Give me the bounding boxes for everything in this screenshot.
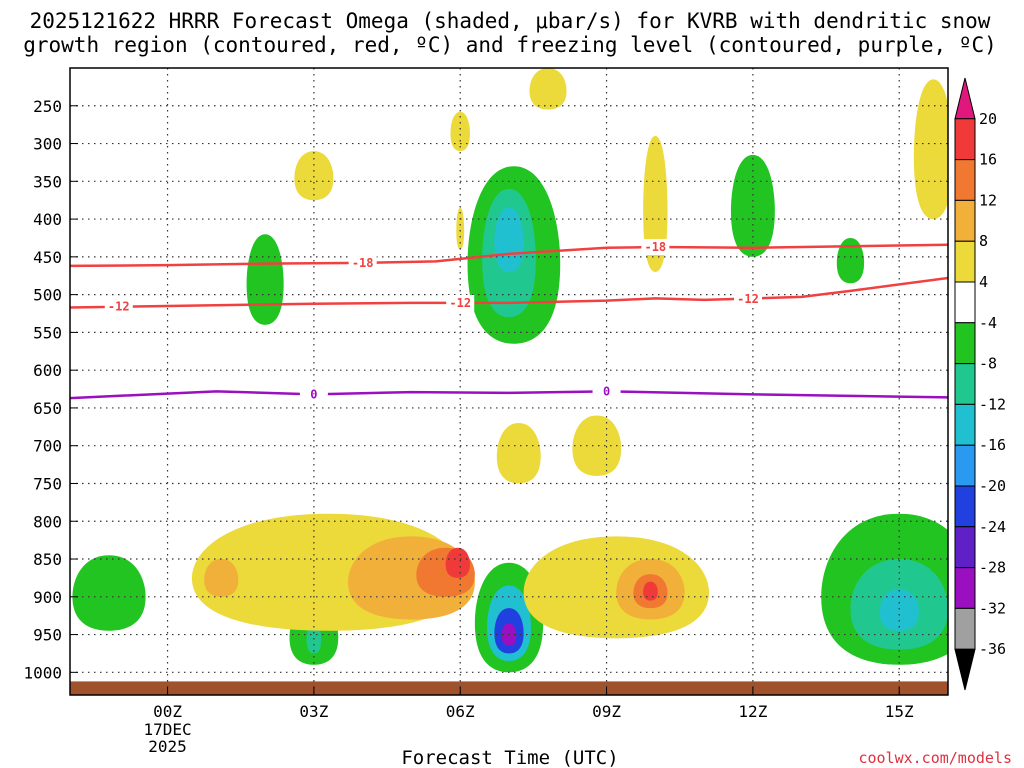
x-tick-label-15Z: 15Z [885, 702, 914, 721]
contour-label-4: -12 [737, 292, 759, 306]
y-tick-label-700: 700 [33, 437, 62, 456]
y-tick-label-300: 300 [33, 135, 62, 154]
plot-content: -18 -18 -12 -12 -12 0 0 [70, 68, 948, 695]
y-tick-label-400: 400 [33, 210, 62, 229]
colorbar-label-2: 12 [979, 191, 997, 209]
plot-area: -18 -18 -12 -12 -12 0 0 250 300 350 400 450 500 550 60… [23, 67, 949, 756]
contour-label-bg-6 [592, 383, 621, 400]
y-tick-label-450: 450 [33, 248, 62, 267]
colorbar-swatch-0 [954, 77, 976, 120]
upward-motion -4 area 14Z [836, 237, 865, 284]
colorbar-label-3: 8 [979, 232, 988, 250]
subsidence 4 area 08Z top [529, 68, 567, 110]
colorbar-swatch-8 [954, 403, 976, 446]
contour-label-3: -12 [449, 296, 471, 310]
x-date-line-0: 17DEC [143, 720, 191, 739]
colorbar-swatch-12 [954, 567, 976, 609]
subsidence 16 area 06Z low [445, 547, 470, 578]
y-tick-label-350: 350 [33, 172, 62, 191]
colorbar-label-0: 20 [979, 110, 997, 128]
colorbar-swatch-7 [954, 363, 976, 405]
upward-motion -12 area 07Z [494, 207, 524, 272]
upward-motion -4 area 12Z [730, 154, 775, 257]
x-tick-label-00Z: 00Z [153, 702, 182, 721]
colorbar-swatch-11 [954, 526, 976, 569]
y-tick-label-500: 500 [33, 286, 62, 305]
y-tick-label-800: 800 [33, 512, 62, 531]
colorbar-swatch-2 [954, 159, 976, 201]
colorbar-swatch-6 [954, 322, 976, 365]
contour-label-bg-2 [104, 298, 133, 315]
x-tick-label-03Z: 03Z [299, 702, 328, 721]
contour-label-1: -18 [644, 240, 666, 254]
contour-line-0 [70, 243, 948, 268]
contour-line-2 [70, 390, 948, 400]
x-date-line-1: 2025 [148, 737, 187, 756]
subsidence 4 area 03Z upper [294, 151, 334, 201]
contour-label-bg-4 [734, 291, 763, 308]
colorbar-label-5: -4 [979, 314, 997, 332]
colorbar-swatch-5 [954, 281, 976, 324]
contour-label-5: 0 [310, 387, 317, 401]
subsidence 4 area 16Z top [913, 79, 948, 220]
colorbar-label-8: -16 [979, 436, 1006, 454]
colorbar-label-9: -20 [979, 477, 1006, 495]
colorbar-swatch-3 [954, 199, 976, 242]
contour-label-bg-0 [348, 254, 377, 271]
colorbar-label-7: -12 [979, 395, 1006, 413]
surface-ground [70, 681, 948, 695]
y-tick-label-900: 900 [33, 588, 62, 607]
y-tick-label-250: 250 [33, 97, 62, 116]
contour-label-bg-1 [641, 239, 670, 256]
x-axis-label: Forecast Time (UTC) [401, 747, 618, 768]
subsidence 4 area 09Z mid [572, 415, 622, 476]
colorbar-swatch-4 [954, 240, 976, 283]
subsidence 4 area 07Z mid [496, 423, 541, 484]
colorbar-swatch-10 [954, 485, 976, 528]
watermark: coolwx.com/models [858, 749, 1012, 767]
subsidence 16 area 10Z low [643, 581, 658, 601]
y-tick-label-550: 550 [33, 323, 62, 342]
contour-label-bg-5 [299, 386, 328, 403]
colorbar-swatch-1 [954, 118, 976, 161]
y-tick-label-1000: 1000 [23, 663, 62, 682]
contour-label-bg-3 [446, 294, 475, 311]
y-tick-label-950: 950 [33, 626, 62, 645]
upward-motion -4 area 02Z [246, 234, 284, 325]
colorbar: 20 16 12 8 4 -4 -8 -12 -16 -20 -24 -28 -32 -36 [954, 77, 1006, 691]
colorbar-label-6: -8 [979, 355, 997, 373]
colorbar-label-12: -32 [979, 599, 1006, 617]
subsidence 4 area 06Z mid [456, 207, 465, 250]
subsidence 4 area 06Z upper [450, 111, 470, 152]
x-tick-label-12Z: 12Z [738, 702, 767, 721]
colorbar-label-10: -24 [979, 518, 1006, 536]
upward-motion -12 area 15Z low [879, 589, 919, 631]
contour-label-0: -18 [352, 256, 374, 270]
chart-title-line2: growth region (contoured, red, ºC) and f… [23, 33, 997, 57]
x-tick-label-09Z: 09Z [592, 702, 621, 721]
colorbar-swatch-13 [954, 607, 976, 650]
subsidence 8 area 01Z low [204, 559, 239, 597]
contour-label-2: -12 [108, 300, 130, 314]
colorbar-label-11: -28 [979, 559, 1006, 577]
colorbar-label-4: 4 [979, 273, 988, 291]
subsidence 4 area 10Z upper [643, 135, 668, 272]
colorbar-swatch-14 [954, 648, 976, 691]
contour-label-6: 0 [603, 384, 610, 398]
upward-motion -4 area 23Z [72, 555, 146, 631]
chart-title-line1: 2025121622 HRRR Forecast Omega (shaded, … [30, 9, 991, 33]
colorbar-label-1: 16 [979, 151, 997, 169]
colorbar-label-13: -36 [979, 640, 1006, 658]
x-tick-label-06Z: 06Z [446, 702, 475, 721]
y-tick-label-650: 650 [33, 399, 62, 418]
colorbar-swatch-9 [954, 444, 976, 487]
plot-frame [69, 67, 949, 696]
contour-line-1 [70, 276, 948, 309]
y-tick-label-850: 850 [33, 550, 62, 569]
y-tick-label-600: 600 [33, 361, 62, 380]
y-tick-label-750: 750 [33, 474, 62, 493]
